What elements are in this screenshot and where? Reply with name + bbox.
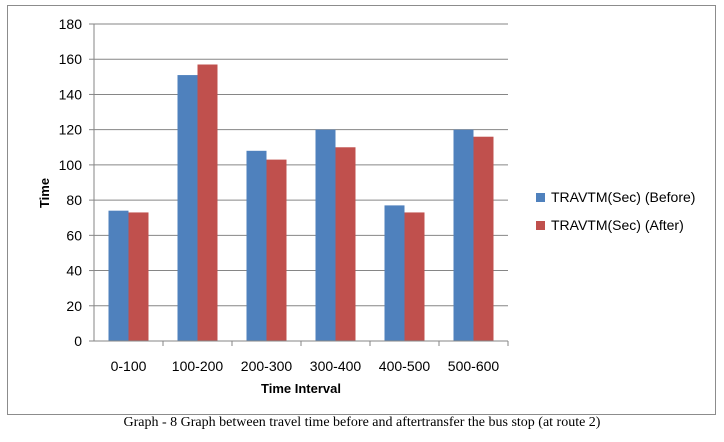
x-tick-label: 400-500 [379,358,431,374]
y-tick-label: 0 [74,333,82,349]
y-tick-label: 20 [66,298,82,314]
x-tick-labels: 0-100 100-200 200-300 300-400 400-500 500-600 [111,341,509,374]
bar-after [197,64,218,341]
y-tick-label: 80 [66,192,82,208]
bar-after [404,212,425,341]
legend-swatch [536,221,545,230]
y-axis-title: Time [37,178,52,208]
y-tick-label: 160 [59,51,83,67]
x-tick-label: 0-100 [111,358,147,374]
y-tick-labels: 0 20 40 60 80 100 120 140 160 180 [59,16,83,349]
legend-label: TRAVTM(Sec) (After) [551,217,684,233]
bars [108,64,494,342]
x-tick-label: 300-400 [310,358,362,374]
bar-before [108,210,129,341]
bar-before [453,129,474,341]
bar-before [246,150,267,341]
y-tick-label: 100 [59,157,83,173]
chart-frame [7,5,716,415]
x-tick-label: 200-300 [241,358,293,374]
gridlines [89,23,508,342]
x-tick-label: 100-200 [172,358,224,374]
x-axis-title: Time Interval [261,381,341,396]
x-tick-label: 500-600 [448,358,500,374]
y-tick-label: 140 [59,86,83,102]
bar-before [384,205,405,341]
bar-before [177,75,198,342]
y-tick-label: 40 [66,263,82,279]
bar-after [335,147,356,341]
legend-swatch [536,193,545,202]
y-tick-label: 120 [59,122,83,138]
y-tick-label: 180 [59,16,83,32]
axes [93,24,508,342]
y-tick-label: 60 [66,227,82,243]
bar-after [128,212,149,341]
legend-label: TRAVTM(Sec) (Before) [551,189,695,205]
figure-caption: Graph - 8 Graph between travel time befo… [123,415,601,430]
bar-after [473,136,494,341]
legend: TRAVTM(Sec) (Before) TRAVTM(Sec) (After) [536,189,695,233]
bar-before [315,129,336,341]
bar-chart: 0 20 40 60 80 100 120 140 160 180 0-100 100-200 200… [37,16,695,396]
bar-after [266,159,287,341]
